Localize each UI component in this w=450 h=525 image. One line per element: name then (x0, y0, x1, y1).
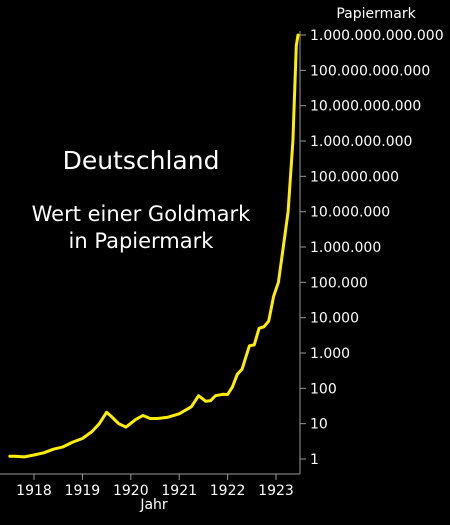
y-tick-label: 1.000.000.000 (310, 134, 412, 150)
x-tick-label: 1920 (113, 483, 149, 499)
y-tick-label: 1.000.000.000.000 (310, 28, 444, 44)
y-axis-title: Papiermark (336, 6, 416, 22)
x-tick-label: 1919 (65, 483, 101, 499)
series-line (8, 33, 300, 459)
y-axis: 1 10 100 1.000 10.000 100.000 1.000.000 10.000.… (299, 28, 444, 474)
y-tick-label: 10.000.000.000 (310, 99, 421, 115)
x-axis: 1918 1919 1920 1921 1922 1923 (0, 473, 300, 499)
x-tick-label: 1923 (258, 483, 294, 499)
y-tick-label: 1.000 (310, 346, 350, 362)
x-axis-title: Jahr (139, 497, 168, 513)
y-tick-label: 10.000.000 (310, 205, 390, 221)
x-tick-label: 1918 (16, 483, 52, 499)
series-line-group (8, 33, 300, 459)
y-tick-label: 100.000.000.000 (310, 63, 430, 79)
chart-title: Deutschland (62, 146, 220, 175)
chart-subtitle-line-1: Wert einer Goldmark (31, 202, 251, 226)
y-tick-label: 1 (310, 452, 319, 468)
y-tick-label: 100 (310, 381, 337, 397)
y-tick-label: 100.000.000 (310, 169, 399, 185)
y-tick-label: 10 (310, 417, 328, 433)
y-tick-label: 1.000.000 (310, 240, 381, 256)
y-tick-label: 10.000 (310, 311, 359, 327)
chart-subtitle-line-2: in Papiermark (68, 229, 214, 253)
x-tick-label: 1921 (161, 483, 197, 499)
y-tick-label: 100.000 (310, 275, 368, 291)
x-tick-label: 1922 (210, 483, 246, 499)
